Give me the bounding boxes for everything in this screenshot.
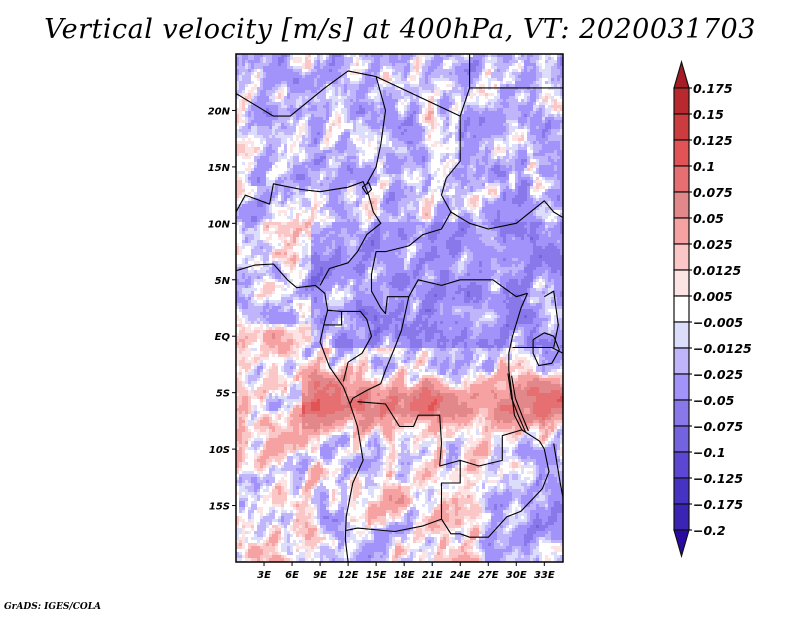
border-line xyxy=(511,375,529,432)
border-line xyxy=(553,443,563,498)
colorbar-box xyxy=(673,373,690,401)
country-borders xyxy=(236,54,563,562)
border-line xyxy=(544,290,559,348)
border-line xyxy=(349,296,410,405)
colorbar-extend-max xyxy=(673,59,690,89)
x-tick-label: 9E xyxy=(313,570,327,581)
border-line xyxy=(361,182,373,195)
colorbar: 0.175 0.15 0.125 0.1 0.075 0.05 0.025 0.0125 0.0… xyxy=(673,59,752,559)
x-tick-label: 15E xyxy=(366,570,387,581)
colorbar-box xyxy=(673,503,690,531)
colorbar-label: 0.05 xyxy=(693,211,724,226)
colorbar-label: −0.05 xyxy=(693,393,735,408)
colorbar-label: −0.175 xyxy=(693,497,743,512)
grads-credit: GrADS: IGES/COLA xyxy=(4,602,102,612)
border-line xyxy=(460,293,529,467)
border-line xyxy=(459,54,471,117)
colorbar-label: −0.1 xyxy=(693,445,726,460)
colorbar-box xyxy=(673,139,690,167)
colorbar-box xyxy=(673,191,690,219)
x-tick-label: 3E xyxy=(257,570,271,581)
colorbar-label: −0.125 xyxy=(693,471,743,486)
y-axis: 20N 15N 10N 5N EQ 5S 10S 15S xyxy=(208,106,236,513)
plot-frame xyxy=(235,53,564,563)
colorbar-box xyxy=(673,269,690,297)
border-line xyxy=(441,429,550,538)
y-tick-label: 10S xyxy=(209,445,230,456)
colorbar-extend-min xyxy=(673,529,690,559)
colorbar-label: 0.125 xyxy=(693,133,733,148)
y-tick-label: 15N xyxy=(208,163,231,174)
colorbar-box xyxy=(673,113,690,141)
x-axis: 3E 6E 9E 12E 15E 18E 21E 24E 27E 30E 33E xyxy=(257,562,555,581)
colorbar-label: 0.005 xyxy=(693,289,733,304)
x-tick-label: 30E xyxy=(506,570,527,581)
x-tick-label: 33E xyxy=(534,570,555,581)
x-tick-label: 6E xyxy=(285,570,299,581)
colorbar-box xyxy=(673,399,690,427)
x-tick-label: 18E xyxy=(394,570,415,581)
colorbar-box xyxy=(673,87,690,115)
y-tick-label: 10N xyxy=(208,219,231,230)
border-line xyxy=(327,309,373,382)
y-tick-label: 15S xyxy=(209,502,230,513)
colorbar-box xyxy=(673,477,690,505)
colorbar-label: 0.0125 xyxy=(693,263,742,278)
y-tick-label: 5N xyxy=(215,276,231,287)
colorbar-box xyxy=(673,165,690,193)
y-tick-label: EQ xyxy=(215,332,231,343)
velocity-field xyxy=(236,54,563,562)
border-line xyxy=(450,200,563,230)
y-tick-label: 5S xyxy=(216,389,230,400)
colorbar-label: 0.1 xyxy=(693,159,715,174)
border-line xyxy=(236,263,364,562)
colorbar-box xyxy=(673,451,690,479)
colorbar-label: −0.005 xyxy=(693,315,743,330)
border-line xyxy=(507,373,527,433)
colorbar-box xyxy=(673,425,690,453)
border-line xyxy=(323,311,343,326)
border-line xyxy=(532,332,560,367)
colorbar-label: −0.075 xyxy=(693,419,743,434)
x-tick-label: 27E xyxy=(478,570,499,581)
colorbar-box xyxy=(673,217,690,245)
colorbar-label: −0.0125 xyxy=(693,341,752,356)
colorbar-label: 0.075 xyxy=(693,185,733,200)
chart-title: Vertical velocity [m/s] at 400hPa, VT: 2… xyxy=(44,14,756,45)
colorbar-box xyxy=(673,347,690,375)
colorbar-label: −0.2 xyxy=(693,523,726,538)
border-line xyxy=(370,76,528,315)
colorbar-label: 0.15 xyxy=(693,107,724,122)
colorbar-label: 0.175 xyxy=(693,81,733,96)
border-line xyxy=(512,346,563,354)
x-tick-label: 21E xyxy=(422,570,443,581)
x-tick-label: 24E xyxy=(450,570,471,581)
x-tick-label: 12E xyxy=(338,570,359,581)
colorbar-box xyxy=(673,295,690,323)
border-line xyxy=(236,70,387,185)
colorbar-label: −0.025 xyxy=(693,367,743,382)
colorbar-box xyxy=(673,243,690,271)
border-line xyxy=(236,181,382,286)
y-tick-label: 20N xyxy=(208,106,231,117)
colorbar-label: 0.025 xyxy=(693,237,733,252)
colorbar-box xyxy=(673,321,690,349)
border-line xyxy=(346,401,461,533)
